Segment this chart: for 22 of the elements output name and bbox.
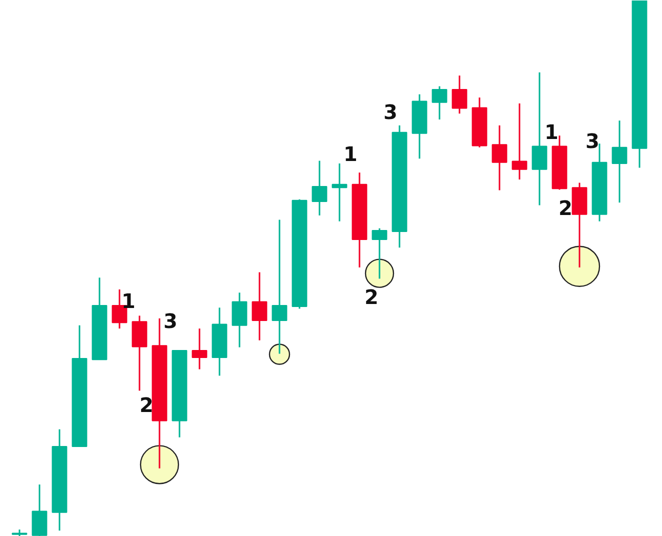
candlestick (492, 124, 508, 191)
candlestick (272, 218, 288, 354)
candlestick (532, 72, 548, 206)
annotation: 2 (140, 393, 154, 418)
candlestick (332, 162, 348, 222)
candlestick (252, 272, 268, 342)
candlestick (372, 228, 388, 280)
annotation: 1 (122, 289, 136, 314)
candlestick (432, 86, 448, 120)
candlestick (232, 292, 248, 348)
candlestick (312, 160, 328, 216)
annotation: 3 (586, 128, 600, 153)
annotation: 3 (164, 308, 178, 333)
candlestick (512, 102, 528, 180)
annotation: 1 (344, 142, 358, 166)
candlestick (452, 74, 468, 114)
annotation: 2 (558, 196, 572, 220)
candlestick (192, 328, 208, 370)
annotation: 2 (364, 284, 378, 309)
candlestick (612, 120, 628, 204)
annotation: 3 (384, 100, 398, 124)
annotation: 1 (544, 120, 558, 144)
